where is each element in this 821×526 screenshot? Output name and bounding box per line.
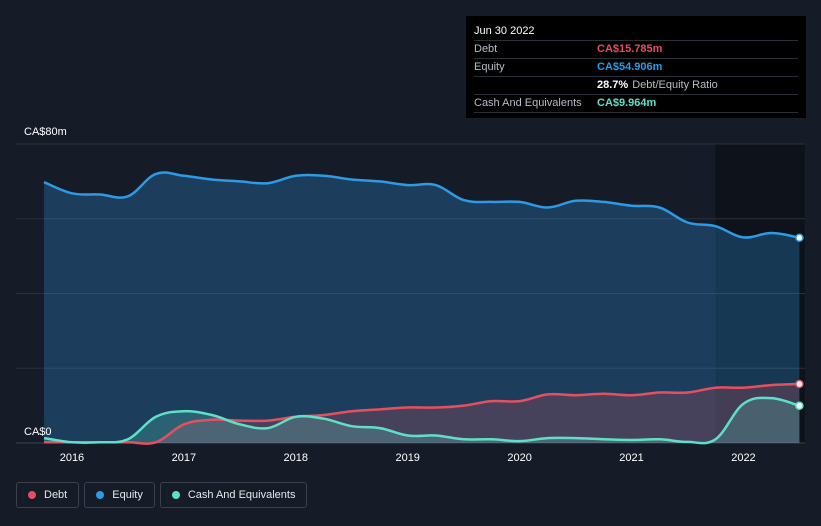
- tooltip-equity-label: Equity: [474, 61, 505, 73]
- legend-equity-dot-icon: [96, 491, 105, 499]
- tooltip-cash-label: Cash And Equivalents: [474, 97, 582, 109]
- tooltip-cash-value: CA$9.964m: [597, 97, 657, 109]
- legend-debt-dot-icon: [28, 491, 36, 499]
- tooltip-date: Jun 30 2022: [474, 25, 535, 37]
- equity-area: [43, 172, 800, 443]
- legend-item-debt[interactable]: Debt: [16, 482, 80, 508]
- tooltip-equity-value: CA$54.906m: [597, 61, 663, 73]
- series-areas: [43, 172, 800, 444]
- y-axis-bottom-label: CA$0: [24, 426, 52, 438]
- cash-line: [43, 396, 800, 445]
- debt-area: [43, 384, 800, 444]
- legend-cash-label: Cash And Equivalents: [187, 489, 296, 501]
- tooltip-cash-row: Cash And Equivalents CA$9.964m: [474, 94, 798, 113]
- tooltip-ratio-value: 28.7%: [597, 79, 629, 91]
- series-lines: [43, 171, 800, 445]
- legend-cash-dot-icon: [171, 491, 180, 499]
- legend-item-cash[interactable]: Cash And Equivalents: [159, 482, 308, 508]
- tooltip-debt-value: CA$15.785m: [597, 43, 663, 55]
- x-tick-label: 2016: [60, 452, 84, 464]
- y-axis-top-label: CA$80m: [24, 126, 67, 138]
- x-tick-label: 2021: [619, 452, 643, 464]
- legend-debt-label: Debt: [44, 489, 68, 501]
- legend-item-equity[interactable]: Equity: [84, 482, 155, 508]
- chart-legend: Debt Equity Cash And Equivalents: [16, 482, 308, 508]
- x-tick-label: 2017: [172, 452, 196, 464]
- cash-end-marker: [795, 401, 804, 411]
- tooltip-equity-row: Equity CA$54.906m: [474, 58, 798, 76]
- debt-end-marker: [795, 379, 804, 389]
- x-tick-label: 2020: [507, 452, 531, 464]
- x-tick-label: 2022: [731, 452, 755, 464]
- tooltip-ratio-label: Debt/Equity Ratio: [632, 79, 718, 91]
- tooltip-debt-row: Debt CA$15.785m: [474, 40, 798, 58]
- series-end-markers: [795, 233, 804, 411]
- tooltip-ratio-row: 28.7% Debt/Equity Ratio: [474, 76, 798, 94]
- cash-area: [43, 397, 800, 444]
- x-tick-label: 2019: [395, 452, 419, 464]
- legend-equity-label: Equity: [112, 489, 143, 501]
- tooltip-debt-label: Debt: [474, 43, 498, 55]
- debt-line: [43, 382, 800, 445]
- x-axis-ticks: 2016 2017 2018 2019 2020 2021 2022: [60, 452, 756, 464]
- equity-line: [43, 171, 800, 240]
- tooltip-panel: Jun 30 2022 Debt CA$15.785m Equity CA$54…: [466, 16, 806, 118]
- equity-end-marker: [795, 233, 804, 243]
- x-tick-label: 2018: [284, 452, 308, 464]
